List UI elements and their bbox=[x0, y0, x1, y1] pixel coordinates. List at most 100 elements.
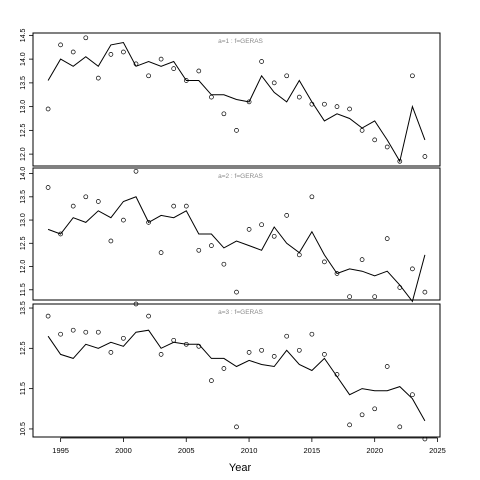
observed-point bbox=[171, 66, 177, 71]
chart-panel-1: a=1 : f=GERAS 12.0 12.5 13.0 13.5 14.0 14.5 bbox=[20, 28, 441, 167]
observed-point bbox=[95, 329, 101, 335]
y-tick-label: 12.0 bbox=[20, 147, 27, 161]
observed-point bbox=[359, 128, 365, 133]
observed-point bbox=[183, 78, 189, 83]
observed-point bbox=[146, 73, 151, 79]
panel-label: a=1 : f=GERAS bbox=[218, 38, 263, 45]
observed-point bbox=[83, 329, 89, 335]
observed-point bbox=[259, 59, 264, 64]
observed-point bbox=[70, 327, 76, 333]
observed-point bbox=[158, 352, 164, 357]
panel-frame bbox=[32, 32, 441, 167]
observed-point bbox=[347, 106, 352, 112]
observed-point bbox=[108, 238, 114, 244]
observed-point bbox=[347, 422, 352, 428]
observed-point bbox=[158, 56, 164, 62]
y-tick-label: 10.5 bbox=[20, 422, 27, 436]
observed-point bbox=[322, 259, 327, 265]
observed-point bbox=[221, 111, 227, 117]
observed-point bbox=[108, 52, 114, 57]
x-tick-label: 2020 bbox=[366, 446, 383, 455]
y-tick-label: 12.0 bbox=[20, 260, 27, 274]
panel-frame bbox=[32, 303, 441, 438]
observed-point bbox=[58, 42, 63, 48]
observed-point bbox=[246, 99, 252, 105]
observed-point bbox=[334, 104, 340, 109]
observed-point bbox=[70, 203, 76, 209]
observed-point bbox=[284, 333, 290, 339]
observed-point bbox=[271, 233, 277, 239]
observed-point bbox=[196, 247, 202, 253]
observed-point bbox=[121, 49, 126, 55]
observed-point bbox=[271, 80, 277, 86]
model-fit-line bbox=[47, 41, 426, 163]
y-tick-label: 13.5 bbox=[20, 190, 27, 204]
observed-point bbox=[246, 227, 252, 232]
observed-point bbox=[183, 341, 189, 347]
observed-point bbox=[422, 154, 428, 159]
y-tick-label: 12.5 bbox=[20, 123, 27, 137]
y-tick-label: 13.0 bbox=[20, 213, 27, 227]
observed-point bbox=[146, 313, 151, 319]
observed-point bbox=[58, 231, 63, 237]
observed-point bbox=[83, 35, 89, 41]
y-tick-label: 13.5 bbox=[20, 301, 27, 315]
observed-point bbox=[45, 106, 51, 112]
x-tick-label: 2015 bbox=[304, 446, 321, 455]
x-tick-label: 2000 bbox=[115, 446, 132, 455]
observed-point bbox=[372, 406, 378, 412]
observed-point bbox=[372, 137, 378, 143]
observed-point bbox=[70, 49, 76, 55]
panel-label: a=3 : f=GERAS bbox=[218, 309, 263, 316]
observed-point bbox=[196, 343, 202, 349]
observed-point bbox=[108, 350, 114, 355]
observed-point bbox=[384, 364, 390, 369]
observed-point bbox=[309, 101, 315, 107]
observed-point bbox=[121, 335, 126, 341]
observed-point bbox=[410, 266, 415, 272]
observed-point bbox=[384, 236, 390, 241]
observed-point bbox=[410, 73, 415, 79]
observed-point bbox=[284, 213, 290, 218]
observed-point bbox=[45, 313, 51, 319]
observed-point bbox=[83, 194, 89, 200]
observed-point bbox=[221, 366, 227, 371]
observed-point bbox=[271, 354, 277, 359]
observed-point bbox=[146, 220, 151, 225]
observed-point bbox=[133, 168, 139, 174]
observed-point bbox=[322, 101, 327, 107]
panel-label: a=2 : f=GERAS bbox=[218, 173, 263, 180]
observed-point bbox=[209, 94, 214, 100]
model-fit-line bbox=[47, 196, 426, 303]
observed-point bbox=[422, 289, 428, 295]
observed-point bbox=[334, 372, 340, 377]
chart-panel-2: a=2 : f=GERAS 11.5 12.0 12.5 13.0 13.5 14.0 bbox=[20, 167, 441, 303]
observed-point bbox=[234, 128, 239, 133]
observed-point bbox=[196, 68, 202, 74]
observed-point bbox=[309, 194, 315, 200]
observed-point bbox=[171, 203, 177, 209]
y-tick-label: 11.5 bbox=[20, 382, 27, 395]
y-tick-label: 14.5 bbox=[20, 28, 27, 42]
observed-point bbox=[296, 94, 302, 100]
y-tick-label: 12.5 bbox=[20, 341, 27, 355]
observed-point bbox=[397, 158, 403, 164]
observed-point bbox=[133, 301, 139, 307]
chart-panels: a=1 : f=GERAS 12.0 12.5 13.0 13.5 14.0 14.5 a=2… bbox=[20, 28, 441, 442]
model-fit-line bbox=[47, 329, 426, 422]
observed-point bbox=[234, 424, 239, 430]
y-tick-label: 11.5 bbox=[20, 283, 27, 296]
observed-point bbox=[183, 203, 189, 209]
x-tick-label: 1995 bbox=[52, 446, 69, 455]
observed-point bbox=[397, 285, 403, 290]
observed-point bbox=[397, 424, 403, 430]
observed-point bbox=[359, 412, 365, 418]
observed-point bbox=[58, 331, 63, 337]
panel-frame bbox=[32, 167, 441, 301]
x-tick-label: 2005 bbox=[178, 446, 195, 455]
observed-point bbox=[158, 250, 164, 255]
observed-point bbox=[259, 222, 264, 228]
observed-point bbox=[296, 252, 302, 258]
x-axis: 1995 2000 2005 2010 2015 2020 2025 bbox=[52, 437, 446, 455]
